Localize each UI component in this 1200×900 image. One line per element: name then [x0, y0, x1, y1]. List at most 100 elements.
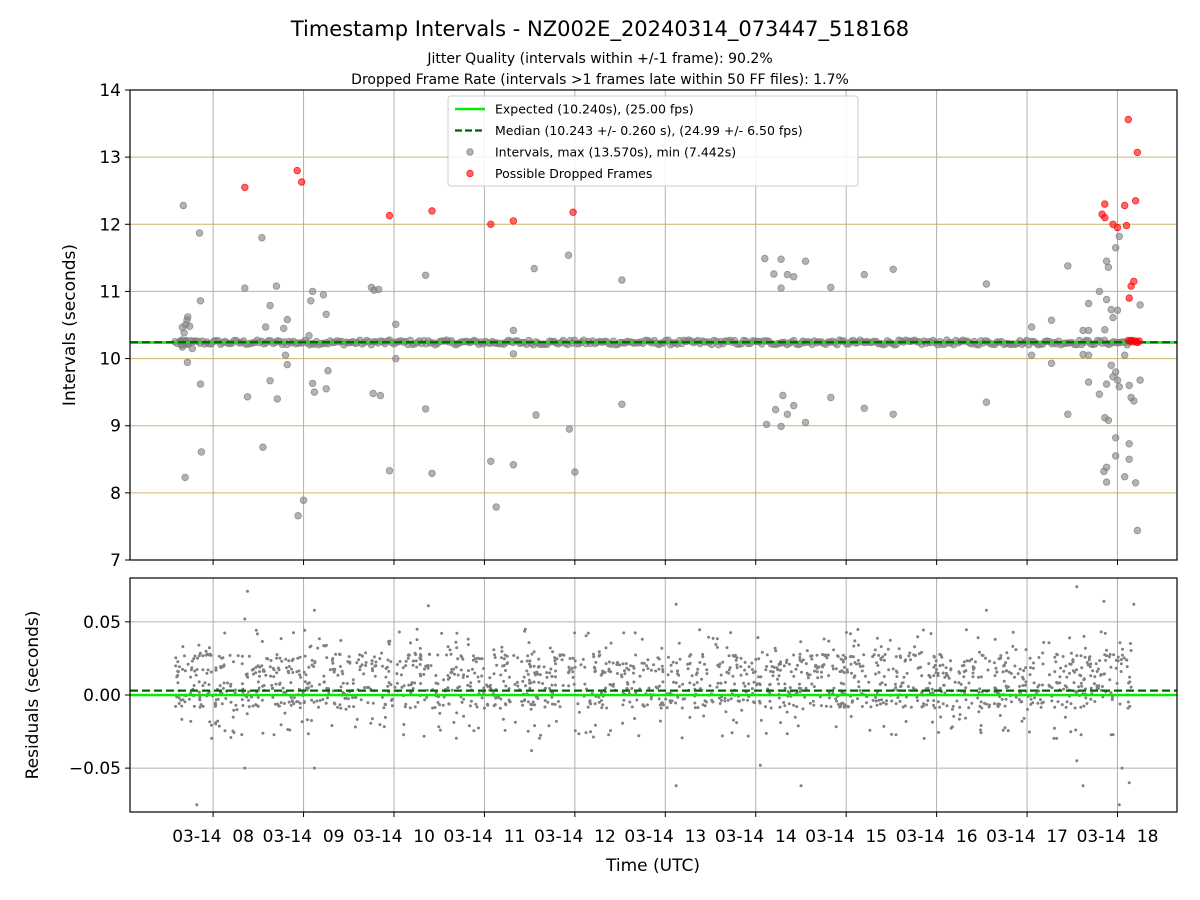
interval-point [1064, 410, 1072, 418]
residual-point [505, 654, 509, 658]
residual-point [554, 675, 557, 679]
interval-point [243, 393, 252, 401]
residual-point [446, 686, 450, 690]
residual-point [800, 670, 803, 674]
intervals-frame [129, 89, 1178, 561]
residual-point [857, 662, 861, 666]
residual-point [262, 669, 266, 673]
residual-point [521, 703, 525, 707]
residual-point [1041, 651, 1045, 655]
residual-point [522, 675, 526, 679]
residual-point [625, 687, 629, 690]
residual-point [1120, 766, 1124, 770]
residual-point [201, 654, 205, 658]
residual-point [882, 658, 886, 662]
dropped-frame-point [1135, 337, 1143, 345]
residual-point [447, 702, 451, 706]
interval-point [305, 332, 313, 340]
residual-point [347, 655, 351, 659]
residual-point [867, 680, 871, 684]
residual-point [499, 673, 503, 677]
residual-point [233, 691, 237, 695]
residual-point [195, 803, 199, 807]
residual-point [735, 721, 739, 725]
residual-point [972, 666, 976, 670]
dropped-frame-point [241, 183, 249, 192]
residual-point [529, 707, 533, 711]
residual-point [247, 654, 251, 658]
residual-point [1119, 670, 1123, 673]
interval-point [299, 496, 308, 504]
residual-point [1002, 664, 1006, 668]
residual-point [705, 700, 708, 704]
residual-point [286, 728, 290, 731]
residual-point [397, 630, 401, 634]
residual-point [351, 696, 354, 700]
residual-point [176, 669, 180, 673]
residual-point [1032, 681, 1036, 685]
residual-point [933, 663, 937, 667]
interval-point [428, 469, 436, 478]
residual-point [1014, 648, 1018, 652]
residual-point [842, 671, 846, 674]
residual-point [431, 706, 435, 710]
residual-point [897, 647, 901, 651]
residual-point [692, 683, 696, 687]
residual-point [928, 681, 932, 685]
residual-point [221, 656, 225, 660]
residual-point [940, 655, 944, 659]
residual-point [279, 723, 283, 727]
residual-point [696, 706, 700, 710]
residual-point [390, 697, 394, 701]
residual-point [1053, 655, 1057, 659]
residual-point [603, 671, 607, 674]
residual-point [1091, 669, 1095, 673]
residual-point [649, 697, 653, 701]
residual-point [434, 674, 438, 677]
residual-point [462, 673, 466, 677]
residual-point [1022, 716, 1026, 720]
residual-point [698, 661, 702, 664]
residual-point [472, 729, 476, 733]
interval-point [324, 367, 332, 375]
residual-point [640, 637, 644, 641]
residual-point [324, 701, 328, 705]
residual-point [1104, 658, 1108, 662]
residual-point [674, 681, 678, 685]
residual-point [1118, 702, 1122, 706]
residual-point [932, 699, 936, 703]
residual-point [811, 699, 815, 703]
residual-point [1056, 681, 1060, 685]
residual-point [796, 663, 799, 667]
residual-point [346, 697, 350, 701]
residual-point [306, 732, 310, 736]
residual-point [834, 725, 838, 729]
residual-point [789, 670, 793, 674]
residual-point [1092, 682, 1096, 686]
residual-point [597, 650, 601, 654]
residual-point [849, 632, 852, 636]
residual-point [926, 699, 930, 703]
residual-point [276, 666, 280, 670]
residual-point [922, 736, 926, 740]
residual-point [815, 653, 819, 657]
residual-point [571, 675, 575, 679]
residual-point [1010, 700, 1013, 704]
residual-point [371, 701, 375, 705]
residual-point [264, 673, 268, 677]
y-tick-label: 7 [110, 551, 121, 571]
residual-point [465, 675, 469, 678]
residual-point [1125, 665, 1129, 669]
residual-point [1040, 701, 1044, 705]
residual-point [621, 662, 625, 666]
residual-point [1055, 653, 1059, 657]
residual-point [769, 669, 773, 673]
residual-point [586, 705, 590, 709]
residual-point [318, 699, 322, 702]
residual-point [579, 663, 583, 667]
residual-point [707, 635, 711, 639]
residual-point [842, 705, 846, 709]
residual-point [573, 665, 577, 669]
residual-point [426, 666, 430, 670]
interval-point [1113, 306, 1122, 314]
